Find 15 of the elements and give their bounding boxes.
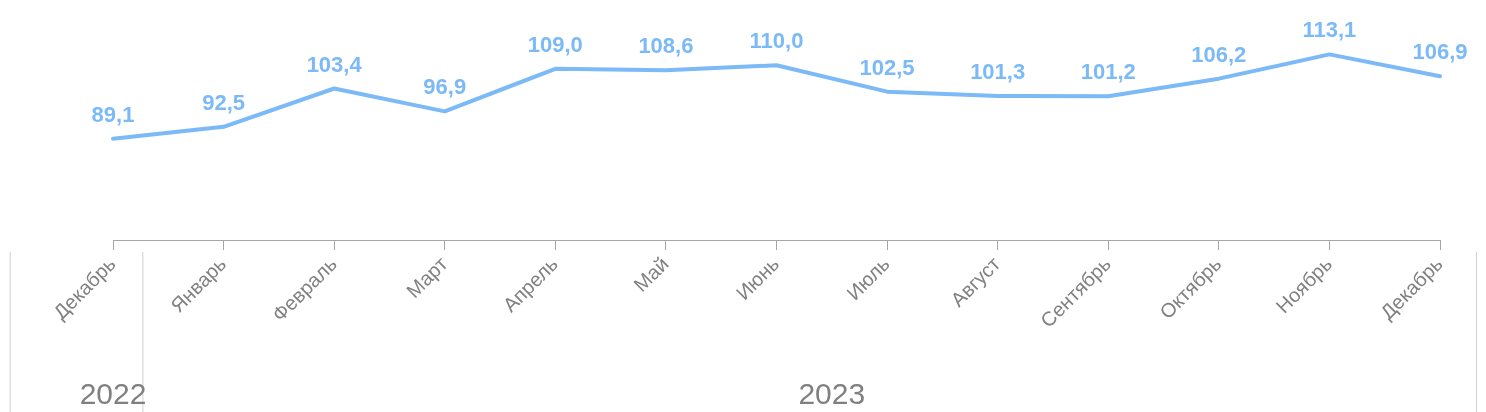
data-label: 113,1 — [1302, 17, 1357, 43]
data-label: 102,5 — [859, 54, 915, 80]
data-label: 108,6 — [638, 33, 694, 59]
data-label: 110,0 — [749, 28, 804, 54]
data-label: 103,4 — [306, 51, 363, 77]
data-label: 96,9 — [423, 74, 467, 100]
data-label: 106,2 — [1191, 41, 1247, 67]
data-label: 92,5 — [202, 89, 245, 115]
data-label: 101,2 — [1080, 59, 1136, 85]
data-label: 101,3 — [970, 58, 1026, 84]
data-label: 106,9 — [1412, 39, 1468, 65]
text: 2022 — [79, 377, 147, 410]
text: 2023 — [798, 377, 866, 410]
data-label: 89,1 — [91, 101, 135, 127]
data-label: 109,0 — [527, 31, 583, 57]
